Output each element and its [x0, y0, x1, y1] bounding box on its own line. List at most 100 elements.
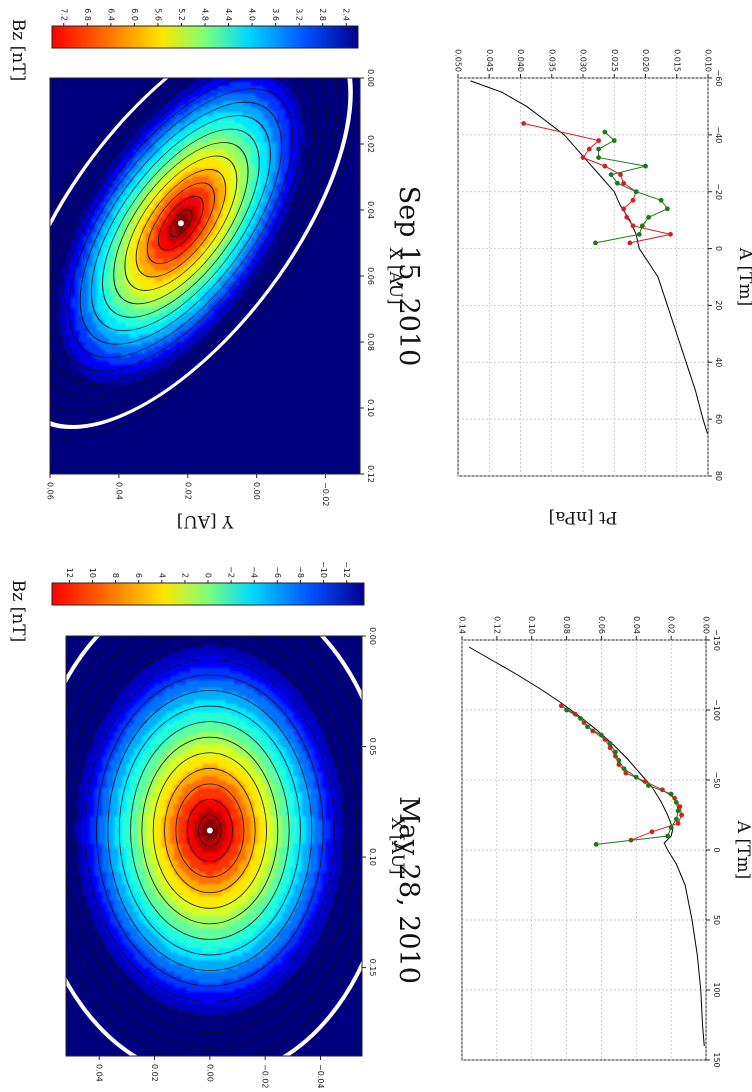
series-point-0	[602, 737, 608, 742]
series-point-1	[633, 189, 639, 195]
contour-line	[107, 690, 313, 971]
x-tick-label: 0.15	[368, 959, 377, 977]
series-point-1	[585, 724, 590, 730]
series-point-1	[599, 732, 604, 738]
x-tick-label: 0.08	[366, 333, 375, 351]
y-tick-label: 0.06	[46, 482, 55, 500]
series-point-0	[607, 745, 613, 751]
series-point-1	[596, 155, 602, 161]
x-tick-label: 0.10	[368, 848, 377, 866]
series-point-1	[636, 231, 642, 237]
line-panel-may: −150 −100 −50 0 50 100 150 0.00 0.02 0.04 0.06 0.08…	[458, 616, 752, 1092]
series-point-0	[679, 812, 684, 818]
colorbar-tick-label: 8	[111, 573, 120, 578]
series-point-1	[639, 223, 645, 229]
y-tick-label: 0.08	[562, 616, 571, 634]
colorbar-tick-label: 2.4	[342, 8, 351, 21]
y-tick-label: 0.040	[516, 49, 525, 72]
y-axis-label: Pt [nPa]	[549, 507, 618, 527]
colorbar-label: Bz [nT]	[8, 19, 28, 81]
heatmap-panel-may: 0.00 0.05 0.10 0.15 0.04 0.02 0.00 −0.02 −0.04 X …	[65, 627, 407, 1089]
x-tick-label: 50	[712, 915, 721, 925]
series-point-1	[675, 808, 681, 814]
colorbar-tick-label: 7.2	[59, 8, 68, 21]
series-point-0	[586, 146, 592, 152]
series-point-1	[643, 163, 648, 169]
x-tick-label: 0	[714, 246, 723, 251]
x-axis-label: X [AU]	[387, 817, 407, 874]
series-point-1	[616, 758, 622, 763]
x-tick-label: 0.04	[366, 201, 375, 219]
series-point-0	[630, 197, 636, 203]
contour-line	[124, 155, 238, 291]
center-point	[206, 827, 213, 834]
series-point-1	[607, 741, 613, 746]
series-point-0	[623, 770, 629, 776]
series-point-1	[668, 791, 674, 797]
y-tick-label: 0.015	[672, 49, 681, 72]
contour-line	[96, 674, 324, 987]
colorbar-tick-label: 3.2	[295, 8, 304, 21]
colorbar-tick-label: 6.4	[106, 8, 115, 21]
series-point-1	[593, 240, 598, 246]
y-tick-label: −0.04	[316, 1064, 325, 1089]
series-point-0	[630, 223, 636, 229]
y-tick-label: 0.00	[252, 482, 261, 500]
contour-line	[102, 128, 260, 318]
x-tick-label: 0.05	[368, 738, 377, 756]
field-raster	[50, 78, 360, 474]
x-tick-label: 0.12	[366, 465, 375, 483]
colorbar-tick-label: 5.2	[177, 8, 186, 21]
series-point-0	[627, 240, 633, 246]
contour-line	[66, 636, 358, 1034]
plot-frame	[65, 635, 363, 1057]
y-axis-label: Y [AU]	[177, 511, 235, 531]
colorbar-tick-label: 0	[204, 573, 213, 578]
colorbar-tick-label: −12	[342, 561, 351, 578]
x-tick-label: −150	[712, 629, 721, 651]
field-raster	[66, 636, 362, 1056]
contour-line	[50, 78, 360, 439]
contour-line	[113, 142, 249, 305]
series-point-0	[596, 138, 602, 143]
series-point-1	[646, 783, 651, 788]
y-tick-label: 0.045	[485, 49, 494, 72]
y-tick-label: −0.02	[321, 482, 330, 507]
contour-line	[66, 636, 362, 1049]
series-point-0	[621, 180, 627, 186]
x-tick-label: 60	[714, 414, 723, 424]
heatmap-panel-sep: 0.00 0.02 0.04 0.06 0.08 0.10 0.12 0.06 0.04 0.02…	[46, 69, 406, 531]
y-tick-label: −0.02	[261, 1064, 270, 1089]
series-point-1	[614, 180, 620, 186]
series-point-0	[649, 829, 655, 835]
colorbar-tick-label: −10	[319, 561, 328, 578]
fit-curve	[468, 646, 705, 1047]
series-point-1	[612, 749, 618, 755]
colorbar-tick-label: 4.0	[248, 8, 257, 21]
colorbar-tick-label: 12	[65, 568, 74, 578]
colorbar-tick-label: −4	[250, 566, 259, 578]
series-point-1	[596, 146, 602, 152]
contour-line	[84, 659, 335, 1003]
center-point	[177, 220, 184, 227]
contour-line	[164, 767, 256, 894]
y-tick-label: 0.02	[150, 1064, 159, 1082]
series-point-1	[664, 206, 670, 212]
series-point-1	[668, 825, 674, 830]
colorbar-sep: 7.2 6.8 6.4 6.0 5.6 5.2 4.8 4.4 4.0 3.6 3.2 2.8 2.4 B…	[8, 8, 424, 366]
x-tick-label: −100	[712, 699, 721, 721]
series-point-1	[593, 842, 599, 847]
panel-title: Sep 15, 2010	[393, 186, 424, 367]
x-tick-label: 40	[714, 357, 723, 367]
y-tick-label: 0.04	[95, 1064, 104, 1082]
series-point-0	[618, 172, 623, 178]
contour-line	[90, 115, 271, 332]
series-point-0	[602, 163, 608, 169]
series-point-0	[675, 821, 681, 826]
y-tick-label: 0.035	[547, 49, 556, 72]
contour-line	[158, 195, 204, 251]
contour-line	[135, 169, 227, 278]
x-axis-label: A [Tm]	[735, 247, 752, 306]
series-point-1	[608, 172, 614, 178]
y-tick-label: 0.010	[704, 49, 713, 72]
